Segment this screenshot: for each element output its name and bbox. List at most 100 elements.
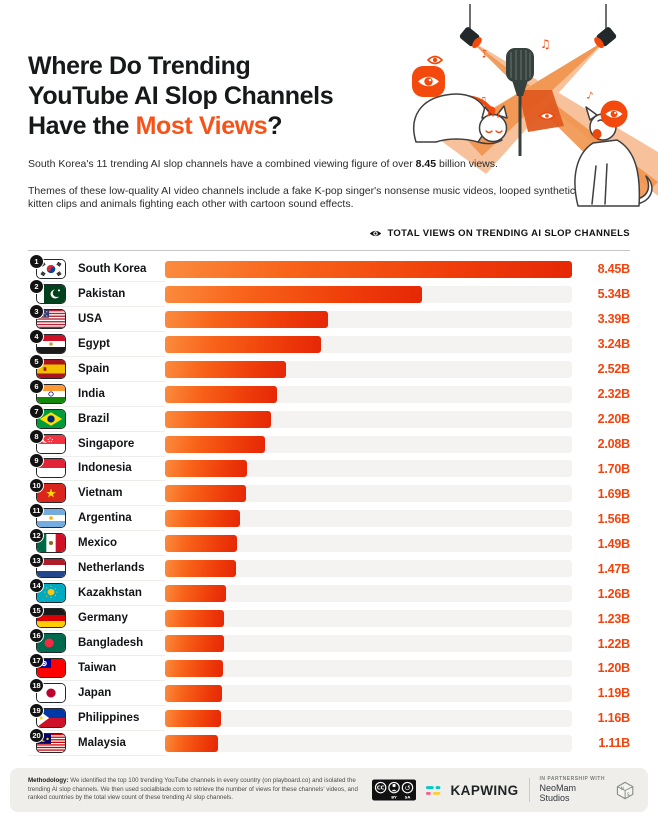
value-label: 2.32B [597,387,631,402]
title-line2: YouTube AI Slop Channels [28,81,334,110]
row-label-group: 9 Indonesia [28,453,165,482]
chart-row: 8 Singapore 2.08B [28,428,630,457]
svg-text:↺: ↺ [405,783,411,792]
chart-row: 5 Spain 2.52B [28,353,631,382]
country-name: Vietnam [78,487,123,500]
rank-badge: 16 [29,628,44,644]
flag-icon [36,558,66,579]
bar-track [165,535,572,553]
bar-fill [165,335,322,353]
bar-fill [165,585,226,603]
partner-name: NeoMam Studios [539,782,577,803]
country-name: Mexico [78,537,117,550]
country-flag: 7 [29,403,66,429]
chart-row: 6 India 2.32B [28,378,631,407]
bar-fill [165,485,247,503]
bar-fill [165,460,247,478]
row-label-group: 3 USA [28,303,165,332]
cc-sa-label: SA [405,795,411,800]
partnership-label: IN PARTNERSHIP WITH [539,775,605,782]
country-flag: 8 [29,428,66,454]
rank-badge: 12 [29,528,44,544]
country-flag: 15 [29,603,66,629]
chart-row: 12 Mexico 1.49B [28,528,631,557]
row-label-group: 14 Kazakhstan [28,578,165,607]
row-label-group: 18 Japan [28,677,165,706]
rank-badge: 8 [29,428,44,444]
country-name: USA [78,312,103,325]
rank-badge: 2 [29,278,44,294]
chart-row: 17 Taiwan 1.20B [28,652,630,681]
value-label: 1.49B [597,536,631,551]
eye-icon [426,55,556,120]
neomam-dice-icon: N S [616,781,634,799]
bar-fill [165,684,223,702]
chart-row: 7 Brazil 2.20B [28,403,630,432]
chart-row: 16 Bangladesh 1.22B [28,628,630,656]
rank-badge: 18 [29,677,44,693]
country-name: Indonesia [78,462,132,475]
value-label: 1.47B [597,561,631,576]
bar-chart: 1 South Korea 8.45B 2 Pakistan 5. [28,253,631,756]
cc-by-label: BY [391,795,397,800]
rank-badge: 3 [29,303,44,319]
chart-row: 9 Indonesia 1.70B [28,453,631,482]
bar-track [165,360,572,378]
svg-text:♫: ♫ [540,37,551,51]
bar-track [165,709,572,727]
title-accent: Most Views [135,111,268,140]
row-label-group: 11 Argentina [28,503,165,532]
bar-fill [165,310,329,328]
row-label-group: 2 Pakistan [28,278,165,307]
intro-paragraph-2: Themes of these low-quality AI video cha… [28,184,576,211]
value-label: 1.69B [597,486,631,501]
footer-logos: CC ↺ BY SA KAPWING IN PARTNERSHIP WITH N… [372,775,634,803]
bar-fill [165,560,236,578]
country-flag: 20 [29,727,66,753]
value-label: 2.52B [597,362,631,377]
country-name: Pakistan [78,287,126,300]
bar-track [165,635,572,653]
country-name: Philippines [78,711,140,724]
country-flag: 1 [29,253,66,279]
row-label-group: 4 Egypt [28,328,165,357]
bar-track [165,335,572,353]
country-name: Malaysia [78,736,126,749]
row-label-group: 15 Germany [28,603,165,632]
value-label: 3.24B [597,337,631,352]
cc-license-icon: CC ↺ BY SA [372,779,417,801]
bar-fill [165,709,221,727]
partnership-block: IN PARTNERSHIP WITH NeoMam Studios [539,775,606,803]
rank-badge: 10 [29,478,44,494]
value-label: 5.34B [597,287,631,302]
bar-track [165,310,572,328]
logo-divider [528,778,530,802]
value-label: 1.70B [597,461,631,476]
bar-track [165,385,572,403]
row-label-group: 12 Mexico [28,528,165,557]
bar-track [165,610,572,628]
bar-track [165,684,572,702]
bar-track [165,510,572,528]
value-label: 8.45B [597,262,631,277]
chart-row: 2 Pakistan 5.34B [28,278,631,307]
bar-fill [165,260,572,278]
rank-badge: 17 [29,652,44,668]
title-line1: Where Do Trending [28,51,251,80]
country-flag: 9 [29,453,66,479]
rank-badge: 5 [29,353,44,369]
title-line3-suffix: ? [267,111,283,140]
chart-row: 10 Vietnam 1.69B [28,478,631,507]
country-flag: 18 [29,677,66,703]
bar-fill [165,659,223,677]
rank-badge: 19 [29,702,44,718]
chart-row: 14 Kazakhstan 1.26B [28,578,630,607]
country-name: Argentina [78,512,132,525]
spotlight-icon [459,27,617,49]
row-label-group: 17 Taiwan [28,652,165,681]
country-flag: 12 [29,528,66,554]
rank-badge: 14 [29,578,44,594]
country-name: South Korea [78,262,147,275]
svg-text:♪: ♪ [480,47,490,61]
flag-icon [36,458,66,479]
